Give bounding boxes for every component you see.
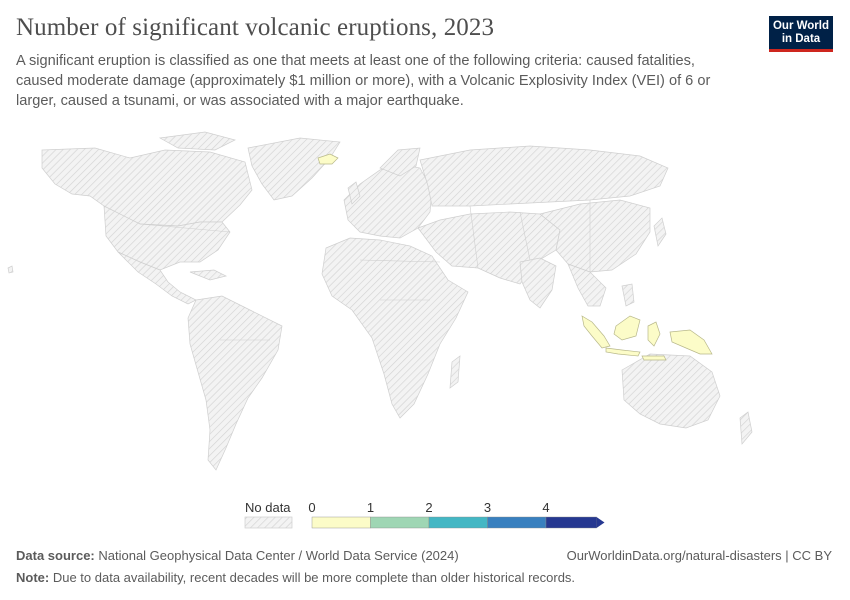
legend-tick-0: 0: [308, 500, 315, 515]
region-papua: [669, 329, 713, 355]
region-scandinavia: [379, 147, 421, 177]
region-sulawesi: [647, 321, 661, 347]
legend-tick-4: 4: [542, 500, 549, 515]
note-text: Due to data availability, recent decades…: [52, 570, 576, 585]
region-hawaii: [7, 265, 14, 274]
legend-no-data-label: No data: [245, 500, 291, 515]
region-arctic-islands: [158, 131, 236, 151]
data-source-text: National Geophysical Data Center / World…: [98, 548, 459, 563]
legend-ticks: 0 1 2 3 4: [308, 500, 549, 515]
chart-subtitle: A significant eruption is classified as …: [16, 53, 711, 109]
chart-title: Number of significant volcanic eruptions…: [16, 14, 495, 41]
region-africa: [321, 237, 469, 419]
region-greenland: [247, 137, 341, 201]
legend-bin-3: [487, 516, 547, 529]
legend-bin-1: [370, 516, 430, 529]
legend-bin-4: [545, 516, 597, 529]
logo-line-2: in Data: [781, 33, 821, 45]
region-india: [519, 257, 557, 309]
region-south-america: [187, 295, 283, 471]
region-russia: [419, 145, 669, 207]
legend-bin-0: [311, 516, 371, 529]
region-philippines: [621, 283, 635, 307]
region-east-asia: [539, 199, 651, 273]
region-europe: [343, 163, 433, 239]
legend-tick-2: 2: [425, 500, 432, 515]
logo-line-1: Our World: [772, 20, 829, 32]
legend-bins: [311, 516, 605, 529]
region-java: [605, 347, 641, 357]
legend-tick-3: 3: [484, 500, 491, 515]
region-australia: [621, 353, 721, 429]
note: Note: Due to data availability, recent d…: [16, 570, 575, 585]
source-url-link[interactable]: OurWorldinData.org/natural-disasters | C…: [566, 548, 832, 563]
world-map[interactable]: [0, 125, 850, 485]
owid-logo[interactable]: Our World in Data: [769, 16, 833, 52]
region-borneo: [613, 315, 641, 341]
legend-no-data-swatch: [244, 516, 293, 529]
legend-arrow: [596, 517, 605, 528]
no-data-countries: [7, 131, 753, 471]
region-madagascar: [449, 355, 461, 389]
country-borders: [139, 200, 591, 341]
data-source-label: Data source:: [16, 548, 95, 563]
legend-bin-2: [428, 516, 488, 529]
region-iceland: [317, 153, 339, 165]
data-source: Data source: National Geophysical Data C…: [16, 548, 459, 563]
region-caribbean: [189, 269, 228, 281]
region-north-america-north: [41, 147, 253, 227]
region-sumatra: [581, 315, 611, 349]
note-label: Note:: [16, 570, 50, 585]
region-japan: [653, 217, 667, 247]
data-countries[interactable]: [317, 153, 713, 361]
region-new-zealand: [739, 411, 753, 445]
region-lesser-sunda: [641, 355, 667, 361]
region-uk: [347, 181, 361, 205]
legend-tick-1: 1: [367, 500, 374, 515]
